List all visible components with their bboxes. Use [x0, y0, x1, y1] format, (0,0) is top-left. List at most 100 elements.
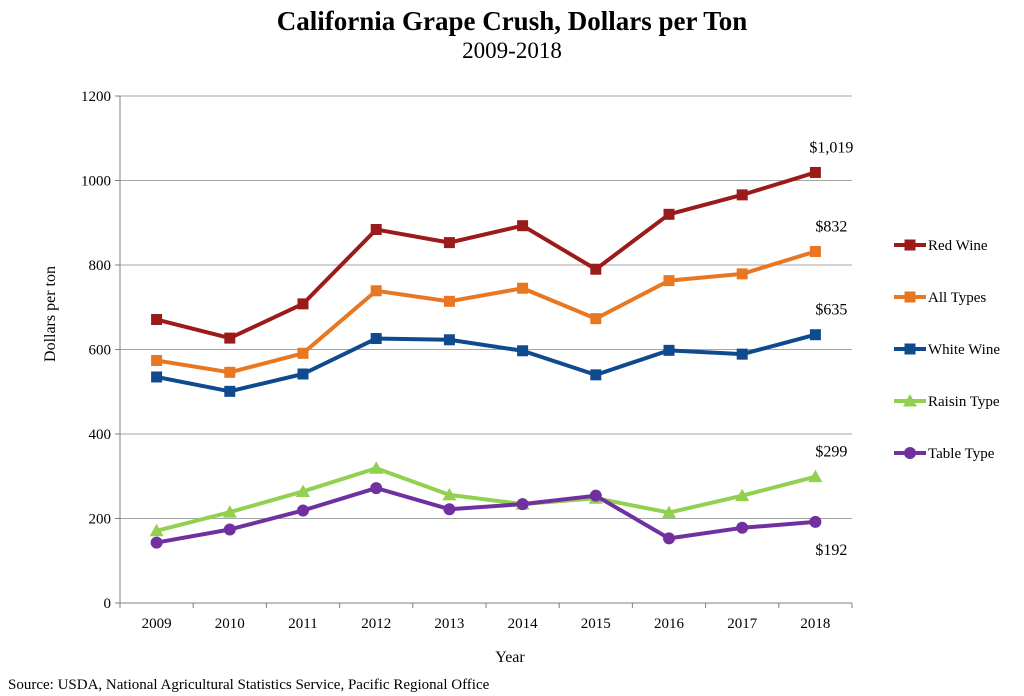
data-label: $635: [815, 302, 847, 319]
data-point: [663, 532, 675, 545]
x-tick-label: 2011: [288, 616, 317, 632]
legend-label: Red Wine: [928, 238, 988, 254]
data-point: [224, 366, 236, 378]
x-tick-label: 2010: [215, 616, 245, 632]
series-line: [154, 466, 818, 533]
series-line: [154, 249, 818, 375]
x-tick-label: 2009: [142, 616, 172, 632]
data-point: [663, 208, 675, 220]
data-labels: $1,019 $832 $635 $299 $192: [809, 139, 853, 558]
legend-item: Red Wine: [894, 238, 988, 254]
x-tick-label: 2015: [581, 616, 611, 632]
data-point: [663, 275, 675, 287]
data-point: [590, 313, 602, 325]
data-point: [809, 245, 821, 257]
y-tick-label: 600: [89, 343, 112, 359]
legend-label: Table Type: [928, 446, 995, 462]
data-point: [297, 347, 309, 359]
series-group: [149, 166, 823, 549]
legend-marker: [904, 291, 916, 303]
grid: [120, 95, 852, 519]
data-point: [736, 268, 748, 280]
data-point: [369, 461, 384, 474]
data-point: [296, 484, 310, 497]
data-point: [370, 482, 383, 495]
source-note: Source: USDA, National Agricultural Stat…: [8, 677, 490, 693]
data-label: $192: [815, 542, 847, 559]
data-point: [808, 469, 823, 483]
data-label: $832: [815, 218, 847, 235]
data-point: [151, 354, 163, 366]
data-point: [809, 515, 822, 528]
data-point: [517, 345, 529, 357]
y-tick-label: 0: [104, 596, 112, 612]
data-point: [517, 282, 529, 294]
data-point: [443, 237, 455, 249]
x-tick-label: 2014: [508, 616, 539, 632]
data-point: [222, 505, 237, 518]
data-label: $1,019: [809, 139, 853, 156]
data-point: [224, 332, 236, 344]
data-point: [442, 487, 457, 501]
data-point: [590, 369, 602, 381]
data-point: [517, 220, 529, 232]
data-point: [736, 189, 748, 201]
data-point: [516, 498, 529, 511]
data-point: [590, 263, 602, 275]
legend-marker: [903, 394, 917, 407]
legend-item: Raisin Type: [894, 394, 1000, 410]
legend-label: White Wine: [928, 342, 1000, 358]
legend-label: All Types: [928, 290, 986, 306]
data-point: [443, 503, 456, 516]
x-axis-label: Year: [495, 649, 525, 666]
ticks: 0 200 400 600 800 1000 1200 2009 2010 2011 2012 201…: [81, 89, 853, 632]
data-label: $299: [815, 444, 847, 461]
data-point: [150, 536, 163, 549]
legend-item: All Types: [894, 290, 986, 306]
data-point: [297, 368, 309, 380]
data-point: [662, 505, 676, 519]
data-point: [149, 523, 164, 537]
series-line: [154, 170, 818, 341]
legend-item: Table Type: [894, 446, 995, 462]
y-tick-label: 800: [89, 258, 112, 274]
x-tick-label: 2013: [434, 616, 464, 632]
data-point: [297, 504, 309, 517]
data-point: [735, 488, 750, 502]
series-line: [154, 332, 818, 394]
data-point: [663, 344, 675, 356]
series-white-wine: [151, 329, 821, 397]
series-all-types: [151, 245, 821, 378]
series-table-type: [150, 482, 822, 549]
data-point: [370, 224, 382, 236]
legend-marker: [904, 343, 916, 355]
data-point: [589, 489, 602, 502]
data-point: [443, 295, 455, 307]
data-point: [443, 334, 455, 346]
data-point: [151, 371, 163, 383]
y-tick-label: 1000: [81, 174, 111, 190]
x-tick-label: 2016: [654, 616, 685, 632]
data-point: [223, 523, 236, 536]
data-point: [151, 314, 163, 326]
x-tick-label: 2012: [361, 616, 391, 632]
legend-marker: [904, 239, 916, 251]
y-axis-label: Dollars per ton: [42, 266, 59, 362]
data-point: [297, 298, 309, 310]
chart-title: California Grape Crush, Dollars per Ton: [277, 6, 748, 36]
series-red-wine: [151, 166, 821, 344]
y-tick-label: 200: [89, 512, 112, 528]
legend: Red Wine All Types White Wine Raisin Type Ta…: [894, 238, 1000, 462]
data-point: [736, 521, 749, 534]
chart-subtitle: 2009-2018: [462, 38, 562, 63]
data-point: [370, 285, 382, 297]
legend-item: White Wine: [894, 342, 1000, 358]
data-point: [370, 333, 382, 345]
data-point: [809, 166, 821, 178]
series-line: [154, 486, 818, 545]
y-tick-label: 400: [89, 427, 112, 443]
x-tick-label: 2018: [800, 616, 830, 632]
x-tick-label: 2017: [727, 616, 758, 632]
data-point: [736, 348, 748, 360]
